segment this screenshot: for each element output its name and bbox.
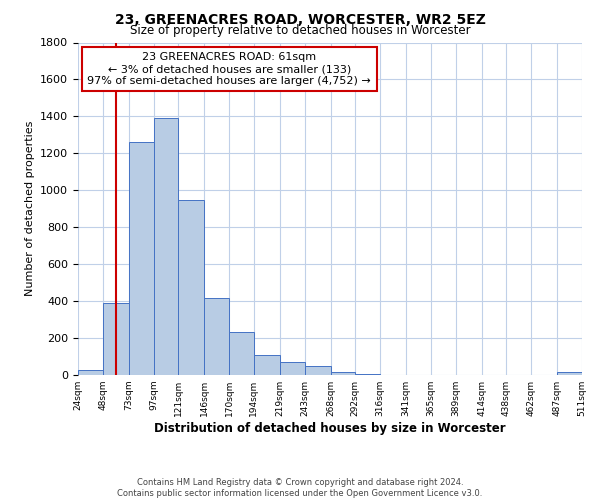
Text: 23 GREENACRES ROAD: 61sqm
← 3% of detached houses are smaller (133)
97% of semi-: 23 GREENACRES ROAD: 61sqm ← 3% of detach… — [88, 52, 371, 86]
Bar — [355, 374, 380, 375]
Bar — [557, 372, 582, 375]
Bar — [305, 366, 331, 375]
Bar — [331, 372, 355, 375]
Bar — [78, 370, 103, 375]
Text: Size of property relative to detached houses in Worcester: Size of property relative to detached ho… — [130, 24, 470, 37]
Y-axis label: Number of detached properties: Number of detached properties — [25, 121, 35, 296]
Text: Contains HM Land Registry data © Crown copyright and database right 2024.
Contai: Contains HM Land Registry data © Crown c… — [118, 478, 482, 498]
Bar — [129, 142, 154, 375]
Bar — [229, 332, 254, 375]
Bar — [204, 298, 229, 375]
X-axis label: Distribution of detached houses by size in Worcester: Distribution of detached houses by size … — [154, 422, 506, 435]
Text: 23, GREENACRES ROAD, WORCESTER, WR2 5EZ: 23, GREENACRES ROAD, WORCESTER, WR2 5EZ — [115, 12, 485, 26]
Bar — [154, 118, 178, 375]
Bar — [178, 200, 204, 375]
Bar — [280, 362, 305, 375]
Bar — [103, 303, 129, 375]
Bar — [254, 354, 280, 375]
